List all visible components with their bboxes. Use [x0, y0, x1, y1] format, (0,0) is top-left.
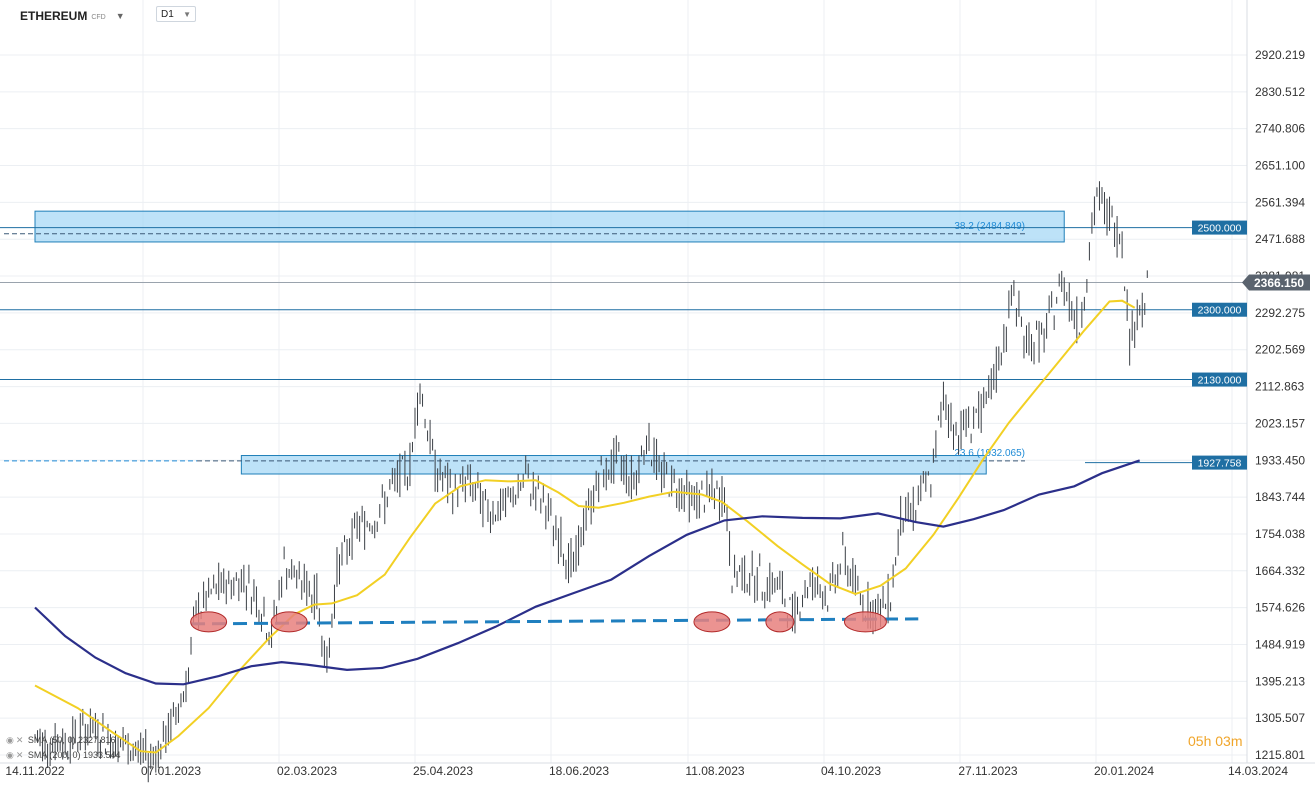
y-tick-label: 2023.157: [1255, 416, 1305, 430]
x-tick-label: 04.10.2023: [821, 764, 881, 778]
sma50-line: [34, 299, 1136, 754]
level-price-tag: [1192, 455, 1247, 470]
eye-icon[interactable]: ◉: [6, 750, 14, 760]
y-tick-label: 2202.569: [1255, 343, 1305, 357]
x-tick-label: 25.04.2023: [413, 764, 473, 778]
level-price-tag: [1192, 302, 1247, 317]
x-tick-label: 18.06.2023: [549, 764, 609, 778]
y-tick-label: 2561.394: [1255, 195, 1305, 209]
y-tick-label: 2830.512: [1255, 85, 1305, 99]
level-price-label: 2300.000: [1198, 305, 1242, 317]
support-touch-marker: [190, 611, 228, 633]
level-price-label: 1927.758: [1198, 458, 1242, 470]
legend-item-sma200[interactable]: ◉ ✕ SMA (200, 0) 1933.544: [6, 750, 120, 761]
support-touch-marker: [765, 611, 795, 633]
x-tick-label: 11.08.2023: [685, 764, 744, 778]
level-price-tag: [1192, 372, 1247, 387]
close-icon[interactable]: ✕: [15, 750, 24, 760]
resistance-zone: [34, 210, 1065, 243]
timeframe-selector[interactable]: D1 ▼: [156, 6, 196, 22]
y-tick-label: 2292.275: [1255, 306, 1305, 320]
fib-level-label: 38.2 (2484.849): [954, 221, 1025, 232]
candle-timer: 05h 03m: [1188, 733, 1243, 749]
y-tick-label: 1664.332: [1255, 564, 1305, 578]
legend-item-sma50[interactable]: ◉ ✕ SMA (50, 0) 2327.816: [6, 735, 115, 746]
close-icon[interactable]: ✕: [15, 735, 24, 745]
y-tick-label: 1395.213: [1255, 674, 1305, 688]
y-tick-label: 1215.801: [1255, 748, 1305, 762]
y-tick-label: 2471.688: [1255, 232, 1305, 246]
symbol-selector[interactable]: ETHEREUM CFD ▼: [20, 6, 125, 26]
x-tick-label: 20.01.2024: [1094, 764, 1154, 778]
y-tick-label: 2112.863: [1255, 380, 1304, 394]
legend-label: SMA (200, 0) 1933.544: [27, 750, 121, 760]
y-tick-label: 1754.038: [1255, 527, 1305, 541]
support-touch-marker: [843, 611, 887, 633]
x-tick-label: 14.11.2022: [5, 764, 64, 778]
symbol-name: ETHEREUM: [20, 9, 88, 23]
y-tick-label: 2651.100: [1255, 159, 1305, 173]
x-tick-label: 07.01.2023: [141, 764, 201, 778]
eye-icon[interactable]: ◉: [6, 735, 14, 745]
y-tick-label: 1484.919: [1255, 637, 1305, 651]
y-tick-label: 1933.450: [1255, 453, 1305, 467]
x-tick-label: 27.11.2023: [958, 764, 1017, 778]
support-touch-marker: [693, 611, 731, 633]
chevron-down-icon: ▼: [115, 11, 125, 21]
y-tick-label: 1843.744: [1255, 490, 1305, 504]
x-tick-label: 02.03.2023: [277, 764, 337, 778]
last-price-tag: [1242, 274, 1310, 291]
y-tick-label: 1574.626: [1255, 601, 1305, 615]
fib-level-label: 23.6 (1932.065): [954, 448, 1025, 459]
sma200-line: [34, 459, 1141, 686]
last-price-label: 2366.150: [1254, 276, 1304, 290]
support-trendline: [191, 617, 919, 626]
legend-label: SMA (50, 0) 2327.816: [27, 735, 116, 745]
level-price-label: 2500.000: [1198, 223, 1242, 235]
y-tick-label: 2740.806: [1255, 122, 1305, 136]
level-price-label: 2130.000: [1198, 375, 1242, 387]
y-tick-label: 1305.507: [1255, 711, 1305, 725]
price-bars: [34, 181, 1148, 783]
instrument-type: CFD: [91, 14, 106, 21]
support-touch-marker: [270, 611, 308, 633]
chevron-down-icon: ▼: [183, 9, 191, 19]
level-price-tag: [1192, 220, 1247, 235]
y-tick-label: 2920.219: [1255, 48, 1305, 62]
timeframe-label: D1: [161, 8, 174, 20]
x-tick-label: 14.03.2024: [1228, 764, 1288, 778]
